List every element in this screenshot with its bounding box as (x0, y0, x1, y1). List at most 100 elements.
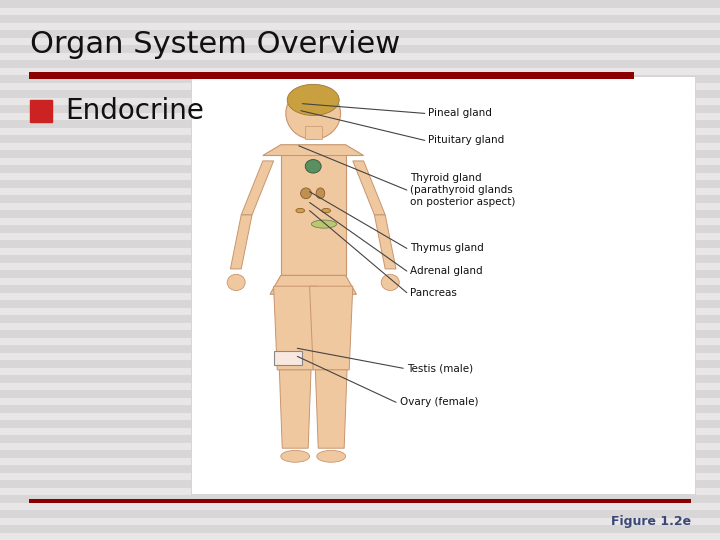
Ellipse shape (286, 87, 341, 139)
Bar (0, 517, 720, 525)
Bar (0, 75, 720, 83)
Ellipse shape (281, 450, 310, 462)
Bar (305, 126, 322, 139)
Polygon shape (230, 215, 252, 269)
Bar (0, 172, 720, 180)
Ellipse shape (296, 208, 305, 213)
Bar (0, 127, 720, 135)
Ellipse shape (287, 84, 339, 116)
Bar (0, 330, 720, 338)
Ellipse shape (228, 274, 245, 291)
Polygon shape (279, 370, 311, 448)
Bar (0, 450, 720, 457)
Bar (30, 100, 52, 122)
Bar (0, 503, 720, 510)
Bar (0, 442, 720, 450)
Bar (0, 158, 720, 165)
Ellipse shape (317, 450, 346, 462)
Bar (0, 83, 720, 90)
Polygon shape (315, 370, 347, 448)
Bar (0, 262, 720, 270)
Bar (0, 240, 720, 247)
Bar (0, 420, 720, 428)
Bar (0, 300, 720, 307)
Bar (0, 472, 720, 480)
Bar (0, 218, 720, 225)
Bar (0, 37, 720, 45)
Bar (0, 30, 720, 37)
Polygon shape (274, 286, 317, 370)
Bar (0, 247, 720, 255)
Bar (0, 353, 720, 360)
Bar (0, 120, 720, 127)
Bar (0, 195, 720, 202)
Bar (0, 345, 720, 353)
Text: Endocrine: Endocrine (65, 97, 204, 125)
Bar (0, 105, 720, 112)
Bar (0, 480, 720, 488)
Bar (0, 98, 720, 105)
Bar (274, 351, 302, 364)
Bar (0, 322, 720, 330)
Ellipse shape (305, 160, 321, 173)
Text: Organ System Overview: Organ System Overview (30, 30, 400, 59)
Bar (191, 76, 695, 494)
Bar (0, 375, 720, 382)
Polygon shape (374, 215, 396, 269)
Ellipse shape (322, 208, 330, 213)
Bar (0, 143, 720, 150)
Bar (0, 405, 720, 413)
Bar (0, 45, 720, 52)
Ellipse shape (311, 220, 337, 228)
Bar (0, 180, 720, 187)
Bar (0, 187, 720, 195)
Bar (0, 307, 720, 315)
Bar (0, 397, 720, 405)
Bar (29, 72, 634, 79)
Bar (0, 210, 720, 218)
Text: Adrenal gland: Adrenal gland (410, 266, 483, 276)
Text: Testis (male): Testis (male) (407, 363, 473, 373)
Ellipse shape (316, 188, 325, 199)
Bar (0, 413, 720, 420)
Bar (0, 255, 720, 262)
Bar (0, 90, 720, 98)
Bar (0, 428, 720, 435)
Bar (0, 23, 720, 30)
Bar (0, 390, 720, 397)
Bar (0, 112, 720, 120)
Bar (0, 150, 720, 158)
Ellipse shape (382, 274, 399, 291)
Bar (0, 368, 720, 375)
Text: Ovary (female): Ovary (female) (400, 397, 478, 407)
Bar (0, 360, 720, 368)
Bar (0, 278, 720, 285)
Text: Pituitary gland: Pituitary gland (428, 136, 505, 145)
Bar (0, 15, 720, 23)
Bar (0, 495, 720, 503)
Polygon shape (353, 161, 385, 215)
Polygon shape (263, 145, 364, 156)
Bar (0, 202, 720, 210)
Bar (0, 457, 720, 465)
Polygon shape (310, 286, 353, 370)
Text: Pineal gland: Pineal gland (428, 109, 492, 118)
Text: Pancreas: Pancreas (410, 288, 457, 298)
Polygon shape (270, 275, 356, 294)
Bar (0, 8, 720, 15)
Bar (281, 145, 346, 275)
Bar (0, 293, 720, 300)
Bar (0, 382, 720, 390)
Bar (0, 532, 720, 540)
Bar (0, 435, 720, 442)
Bar (0, 285, 720, 293)
Bar (0, 465, 720, 472)
Bar (0, 270, 720, 278)
Text: Thymus gland: Thymus gland (410, 244, 484, 253)
Bar (29, 499, 691, 503)
Bar (0, 233, 720, 240)
Text: Figure 1.2e: Figure 1.2e (611, 515, 691, 528)
Bar (0, 488, 720, 495)
Bar (0, 510, 720, 517)
Bar (0, 165, 720, 172)
